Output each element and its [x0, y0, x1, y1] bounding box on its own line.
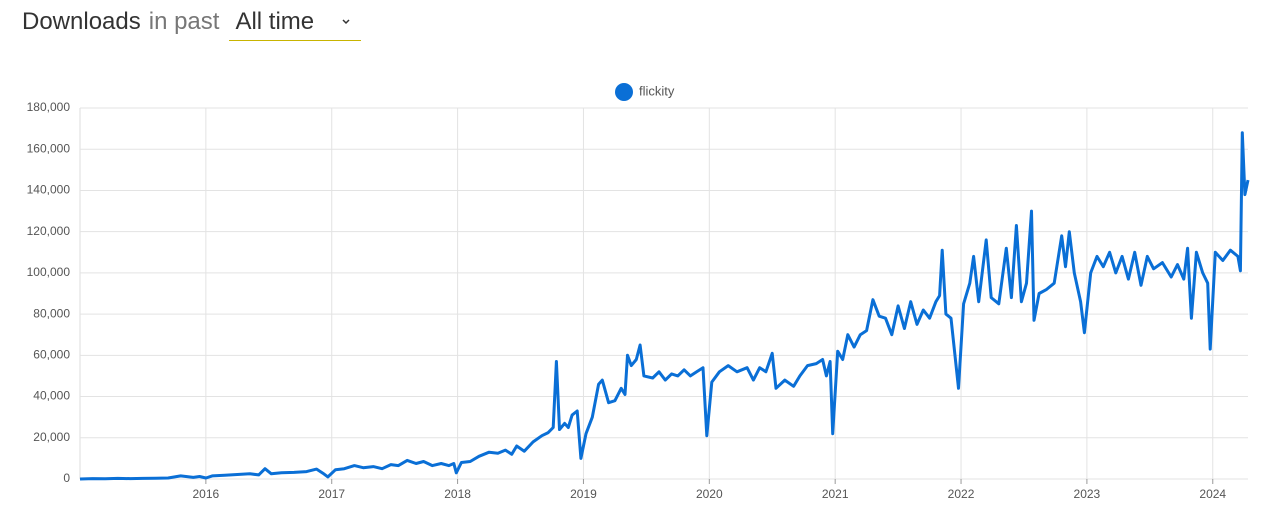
x-tick-label: 2016: [193, 487, 220, 501]
chevron: [342, 19, 350, 25]
x-tick-label: 2022: [948, 487, 975, 501]
y-tick-label: 20,000: [33, 430, 70, 444]
header: Downloads in past All time: [22, 8, 362, 41]
series-line: [79, 131, 1250, 481]
y-tick-label: 160,000: [27, 141, 71, 155]
y-tick-label: 60,000: [33, 348, 70, 362]
y-tick-label: 100,000: [27, 265, 71, 279]
y-tick-label: 180,000: [27, 100, 71, 114]
y-tick-label: 40,000: [33, 389, 70, 403]
y-tick-label: 120,000: [27, 224, 71, 238]
y-tick-label: 0: [63, 471, 70, 485]
x-tick-label: 2021: [822, 487, 849, 501]
x-tick-label: 2017: [318, 487, 345, 501]
legend-label: flickity: [639, 83, 675, 98]
x-tick-label: 2023: [1074, 487, 1101, 501]
title: Downloads: [22, 8, 141, 35]
x-tick-label: 2018: [444, 487, 471, 501]
period-value: All time: [235, 8, 315, 35]
x-tick-label: 2019: [570, 487, 597, 501]
x-tick-label: 2024: [1199, 487, 1226, 501]
subtitle: in past: [148, 8, 220, 35]
y-tick-label: 80,000: [33, 306, 70, 320]
x-tick-label: 2020: [696, 487, 723, 501]
legend-marker: [615, 83, 633, 101]
period-select[interactable]: All time: [229, 8, 362, 41]
y-tick-label: 140,000: [27, 183, 71, 197]
